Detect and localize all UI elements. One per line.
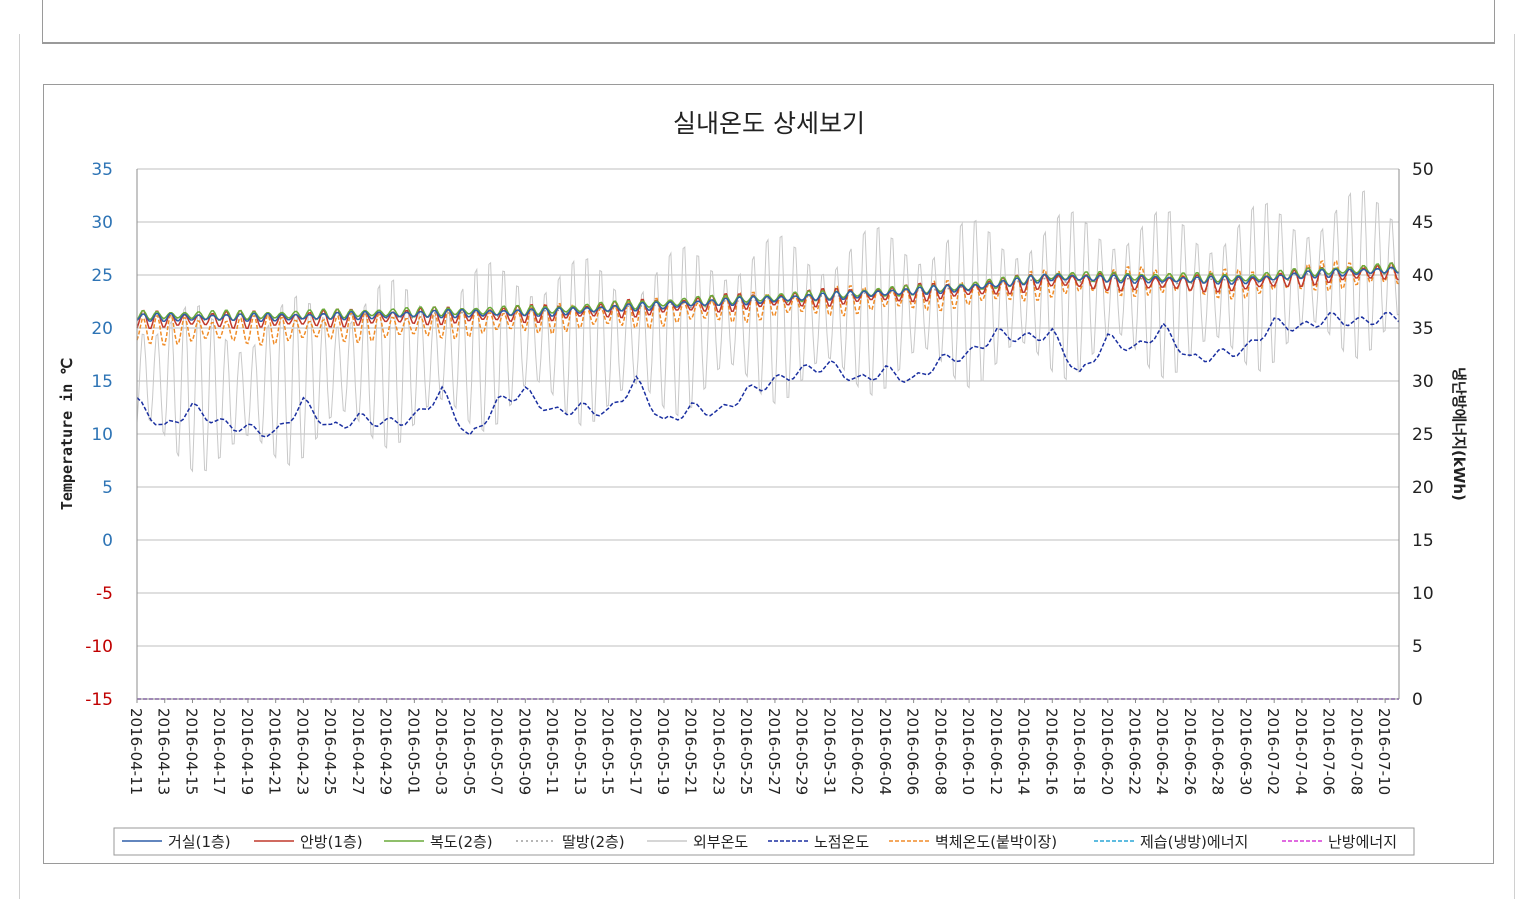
page-border-left [19,34,20,899]
previous-panel-edge [42,0,1495,44]
x-tick-label: 2016-04-21 [266,708,284,795]
y-axis-right-label: 냉난방에너지(kWh) [1450,367,1468,501]
y2-tick-label: 40 [1412,266,1434,286]
x-tick-label: 2016-06-16 [1042,708,1060,795]
legend-label: 거실(1층) [168,833,231,851]
y2-tick-label: 20 [1412,478,1434,498]
x-tick-label: 2016-04-27 [349,708,367,795]
x-tick-label: 2016-05-31 [820,708,838,795]
y-axis-left-label: Temperature in ℃ [58,358,76,510]
x-tick-label: 2016-06-28 [1209,708,1227,795]
x-tick-label: 2016-05-25 [737,708,755,795]
x-tick-label: 2016-05-29 [793,708,811,795]
x-tick-label: 2016-04-17 [210,708,228,795]
series-line-4 [136,190,1400,473]
x-tick-label: 2016-07-06 [1320,708,1338,795]
x-tick-label: 2016-06-04 [876,708,894,795]
y2-tick-label: 15 [1412,531,1434,551]
series-line-5 [136,311,1400,438]
y2-tick-label: 10 [1412,584,1434,604]
y-tick-label: 5 [102,478,113,498]
x-tick-label: 2016-06-20 [1098,708,1116,795]
x-tick-label: 2016-05-03 [432,708,450,795]
x-tick-label: 2016-04-19 [238,708,256,795]
legend-label: 안방(1층) [300,833,363,851]
legend-label: 딸방(2층) [562,833,625,851]
x-tick-label: 2016-05-17 [626,708,644,795]
legend-box [113,827,1415,856]
y-tick-label: 30 [91,213,113,233]
chart-title: 실내온도 상세보기 [673,109,865,138]
x-tick-label: 2016-07-04 [1292,708,1310,795]
y-tick-label: 10 [91,425,113,445]
x-tick-label: 2016-04-23 [293,708,311,795]
x-tick-label: 2016-06-12 [987,708,1005,795]
legend: 거실(1층) 안방(1층) 복도(2층) 딸방(2층) 외부온도 노점온도 벽체온도(붙박이… [113,827,1415,856]
y2-tick-label: 35 [1412,319,1434,339]
x-tick-label: 2016-05-19 [654,708,672,795]
legend-label: 제습(냉방)에너지 [1140,833,1248,851]
x-tick-label: 2016-04-15 [182,708,200,795]
x-tick-label: 2016-06-24 [1153,708,1171,795]
series-line-0 [136,266,1400,323]
x-tick-label: 2016-06-30 [1236,708,1254,795]
x-tick-label: 2016-07-10 [1375,708,1393,795]
y-tick-label: -5 [96,584,113,604]
x-tick-label: 2016-06-02 [848,708,866,795]
x-tick-label: 2016-05-21 [682,708,700,795]
legend-label: 난방에너지 [1328,833,1397,851]
y-tick-label: -15 [85,690,113,710]
x-tick-label: 2016-06-08 [931,708,949,795]
x-tick-label: 2016-04-25 [321,708,339,795]
x-tick-label: 2016-06-26 [1181,708,1199,795]
legend-label: 외부온도 [693,833,748,851]
y2-tick-label: 50 [1412,160,1434,180]
x-tick-label: 2016-05-07 [488,708,506,795]
y-tick-label: 25 [91,266,113,286]
x-tick-label: 2016-05-27 [765,708,783,795]
x-tick-label: 2016-05-15 [599,708,617,795]
x-tick-label: 2016-07-08 [1347,708,1365,795]
y-tick-label: 0 [102,531,113,551]
x-tick-label: 2016-06-14 [1015,708,1033,795]
x-tick-label: 2016-07-02 [1264,708,1282,795]
x-tick-label: 2016-04-11 [127,708,145,795]
x-tick-label: 2016-06-06 [904,708,922,795]
x-tick-label: 2016-04-13 [155,708,173,795]
axes: 35302520151050-5-10-15504540353025201510… [85,160,1433,795]
y-tick-label: 15 [91,372,113,392]
y2-tick-label: 5 [1412,637,1423,657]
chart-frame [43,84,1494,864]
x-tick-label: 2016-05-11 [543,708,561,795]
x-tick-label: 2016-05-23 [709,708,727,795]
x-tick-label: 2016-05-05 [460,708,478,795]
y2-tick-label: 0 [1412,690,1423,710]
y2-tick-label: 25 [1412,425,1434,445]
x-tick-label: 2016-05-01 [404,708,422,795]
x-tick-label: 2016-04-29 [377,708,395,795]
y2-tick-label: 30 [1412,372,1434,392]
x-tick-label: 2016-05-09 [515,708,533,795]
y-tick-label: 20 [91,319,113,339]
x-tick-label: 2016-06-22 [1126,708,1144,795]
legend-label: 노점온도 [814,833,869,851]
legend-label: 벽체온도(붙박이장) [935,833,1057,851]
x-tick-label: 2016-06-18 [1070,708,1088,795]
x-tick-label: 2016-06-10 [959,708,977,795]
y-tick-label: 35 [91,160,113,180]
y2-tick-label: 45 [1412,213,1434,233]
page-border-right [1514,34,1515,899]
legend-label: 복도(2층) [430,833,493,851]
series-lines [136,190,1400,700]
y-tick-label: -10 [85,637,113,657]
x-tick-label: 2016-05-13 [571,708,589,795]
